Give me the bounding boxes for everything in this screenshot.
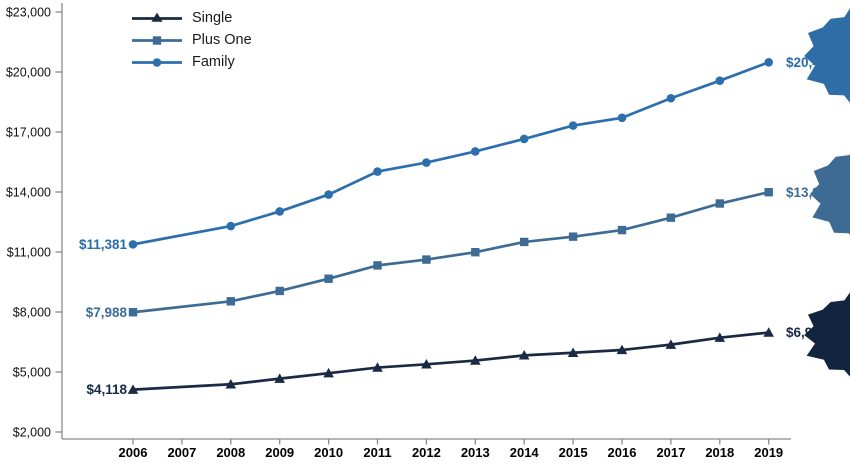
x-tick-label: 2017 [656, 445, 685, 460]
data-point-marker [324, 274, 333, 283]
chart-legend: Single Plus One Family [131, 7, 252, 73]
y-axis-tick-labels: $2,000 $5,000 $8,000 $11,000 $14,000 $17,000 $… [6, 5, 51, 439]
data-point-marker [128, 308, 138, 317]
series-plus-one: $7,988$13,989 [86, 185, 835, 320]
starburst-callout [810, 153, 850, 235]
plus-one-line-square-icon [132, 36, 182, 45]
x-tick-label: 2014 [510, 445, 540, 460]
data-point-marker [568, 232, 578, 241]
x-tick-label: 2019 [754, 445, 783, 460]
data-point-marker [617, 225, 627, 235]
data-point-marker [617, 113, 627, 123]
data-point-marker [616, 344, 628, 355]
legend-label-single: Single [192, 9, 233, 26]
data-point-marker [127, 384, 139, 394]
y-tick-label: $8,000 [13, 305, 51, 319]
starburst-callout [804, 292, 850, 377]
start-value-label: $4,118 [86, 382, 127, 397]
y-tick-label: $23,000 [6, 5, 51, 19]
legend-label-plus-one: Plus One [192, 31, 252, 48]
data-point-marker [470, 355, 481, 365]
single-line-triangle-icon [132, 12, 182, 22]
starburst-callout [804, 8, 850, 103]
series-family: $11,381$20,486 [79, 55, 835, 252]
data-point-marker [665, 339, 677, 349]
data-point-marker [275, 207, 285, 216]
data-point-marker [520, 237, 529, 247]
x-tick-label: 2010 [314, 445, 343, 460]
data-point-marker [519, 134, 529, 144]
data-point-marker [274, 373, 285, 383]
data-point-marker [666, 213, 676, 222]
start-value-label: $11,381 [79, 237, 128, 252]
x-tick-label: 2018 [705, 445, 734, 460]
data-point-marker [226, 297, 235, 306]
data-point-marker [275, 286, 284, 296]
series-line [132, 331, 769, 391]
x-tick-label: 2006 [119, 445, 148, 460]
x-tick-label: 2008 [216, 445, 245, 460]
data-point-marker [422, 158, 431, 167]
x-tick-label: 2012 [412, 445, 441, 460]
y-tick-label: $17,000 [6, 125, 51, 139]
data-point-marker [225, 378, 237, 389]
data-point-marker [764, 188, 773, 197]
y-tick-label: $11,000 [7, 245, 51, 259]
data-point-marker [373, 261, 382, 270]
series-line [132, 190, 770, 314]
data-point-marker [666, 93, 676, 103]
data-point-marker [567, 347, 579, 357]
y-tick-label: $20,000 [6, 65, 51, 79]
legend-item-family: Family [131, 51, 252, 73]
data-point-marker [763, 327, 774, 337]
x-tick-label: 2013 [461, 445, 490, 460]
data-point-marker [422, 255, 431, 264]
x-tick-label: 2016 [608, 445, 637, 460]
legend-item-plus-one: Plus One [131, 29, 252, 51]
x-axis-tick-labels: 2006 2007 2008 2009 2010 2011 2012 2013 2014 2015… [119, 445, 784, 460]
family-line-circle-icon [132, 58, 182, 67]
data-point-marker [128, 240, 138, 249]
data-point-marker [714, 332, 726, 342]
legend-item-single: Single [131, 7, 252, 29]
x-tick-label: 2011 [363, 445, 391, 460]
data-point-marker [324, 190, 333, 199]
data-point-marker [715, 199, 724, 208]
data-point-marker [323, 367, 334, 378]
legend-label-family: Family [192, 53, 235, 70]
x-tick-label: 2007 [167, 445, 196, 460]
y-tick-label: $5,000 [13, 365, 51, 379]
data-point-marker [373, 167, 382, 176]
data-point-marker [518, 350, 530, 360]
y-tick-label: $2,000 [13, 425, 51, 439]
x-tick-label: 2009 [265, 445, 294, 460]
data-point-marker [372, 362, 383, 372]
series-single: $4,118$6,972 [86, 325, 827, 397]
data-point-marker [421, 359, 432, 369]
data-point-marker [471, 147, 480, 156]
y-tick-label: $14,000 [6, 185, 51, 199]
x-tick-label: 2015 [559, 445, 588, 460]
data-point-marker [471, 248, 480, 257]
data-point-marker [226, 221, 236, 231]
axes [55, 3, 791, 445]
data-point-marker [715, 76, 725, 85]
data-point-marker [764, 57, 773, 67]
start-value-label: $7,988 [86, 305, 128, 320]
data-point-marker [568, 121, 578, 130]
